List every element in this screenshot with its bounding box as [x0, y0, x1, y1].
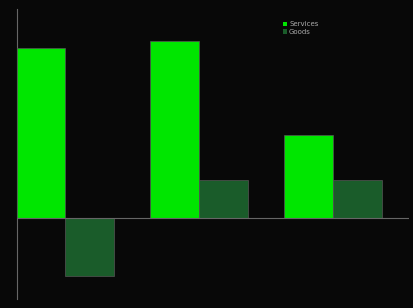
Bar	[333, 180, 382, 218]
Bar	[199, 180, 248, 218]
Bar	[150, 41, 199, 218]
Bar	[65, 218, 114, 276]
Bar	[17, 48, 65, 218]
Legend: Services, Goods: Services, Goods	[283, 21, 318, 35]
Bar	[284, 135, 333, 218]
